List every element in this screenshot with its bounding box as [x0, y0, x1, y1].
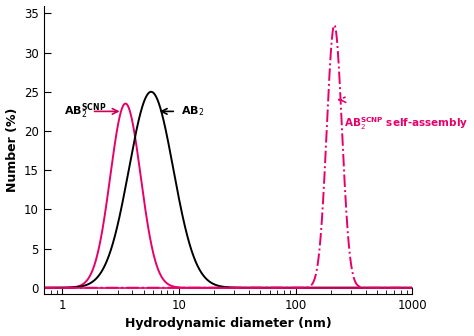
X-axis label: Hydrodynamic diameter (nm): Hydrodynamic diameter (nm): [125, 318, 331, 330]
Y-axis label: Number (%): Number (%): [6, 108, 18, 192]
Text: AB$_2^{\mathbf{SCNP}}$: AB$_2^{\mathbf{SCNP}}$: [64, 101, 107, 121]
Text: AB$_2$: AB$_2$: [181, 104, 205, 118]
Text: AB$_2^{\mathbf{SCNP}}$ self-assembly: AB$_2^{\mathbf{SCNP}}$ self-assembly: [344, 115, 468, 132]
